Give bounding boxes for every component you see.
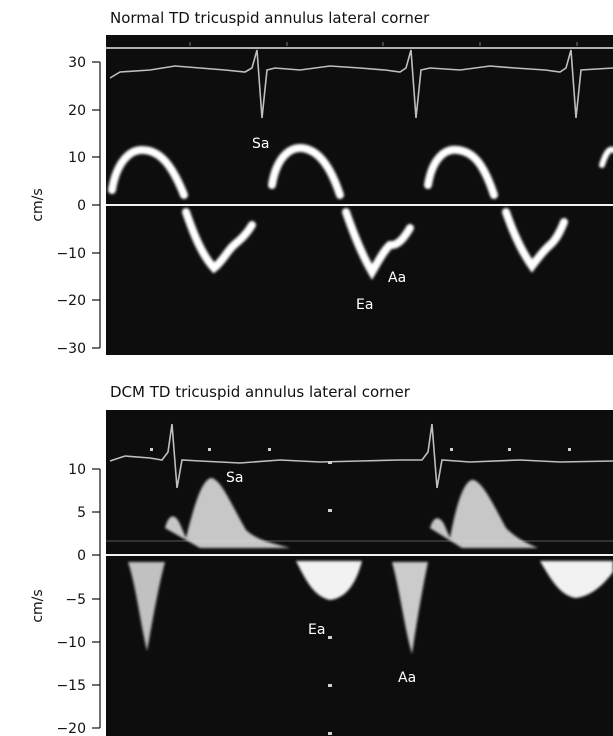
doppler-image-background <box>106 35 613 355</box>
ecg-trace <box>109 49 613 119</box>
tick-label: 0 <box>77 198 86 214</box>
y-axis-unit-normal: cm/s <box>30 188 46 221</box>
tick-label: 30 <box>68 55 86 71</box>
tick-label: −30 <box>56 341 86 357</box>
tick-label: −15 <box>56 678 86 694</box>
doppler-panel-dcm: cm/s 10 5 0 −5 −10 −15 −20 <box>30 410 613 736</box>
tick-label: 10 <box>68 462 86 478</box>
y-axis-unit-dcm: cm/s <box>30 589 46 622</box>
panel-title-dcm: DCM TD tricuspid annulus lateral corner <box>110 383 410 401</box>
ea-label: Ea <box>356 297 373 313</box>
panel-title-normal: Normal TD tricuspid annulus lateral corn… <box>110 9 430 27</box>
diastolic-waves <box>182 208 568 280</box>
systolic-waves <box>108 144 613 199</box>
systolic-waves <box>165 478 538 548</box>
aa-label: Aa <box>388 270 406 286</box>
sa-label: Sa <box>226 470 243 486</box>
timing-marks <box>150 448 571 735</box>
tick-label: 5 <box>77 505 86 521</box>
timing-marks <box>189 42 578 46</box>
tick-label: −20 <box>56 293 86 309</box>
tick-label: −20 <box>56 721 86 736</box>
tick-label: −5 <box>65 592 86 608</box>
y-axis-normal <box>92 61 101 349</box>
y-axis-dcm <box>92 468 101 729</box>
aa-label: Aa <box>398 670 416 686</box>
doppler-image-background <box>106 410 613 736</box>
tick-label: 0 <box>77 548 86 564</box>
tick-label: 10 <box>68 150 86 166</box>
diastolic-waves <box>128 561 613 654</box>
tick-label: 20 <box>68 103 86 119</box>
ecg-trace <box>109 423 613 489</box>
ea-label: Ea <box>308 622 325 638</box>
sa-label: Sa <box>252 136 269 152</box>
tick-label: −10 <box>56 635 86 651</box>
doppler-panel-normal: cm/s 30 20 10 0 −10 −20 −30 <box>30 35 613 357</box>
tick-label: −10 <box>56 246 86 262</box>
